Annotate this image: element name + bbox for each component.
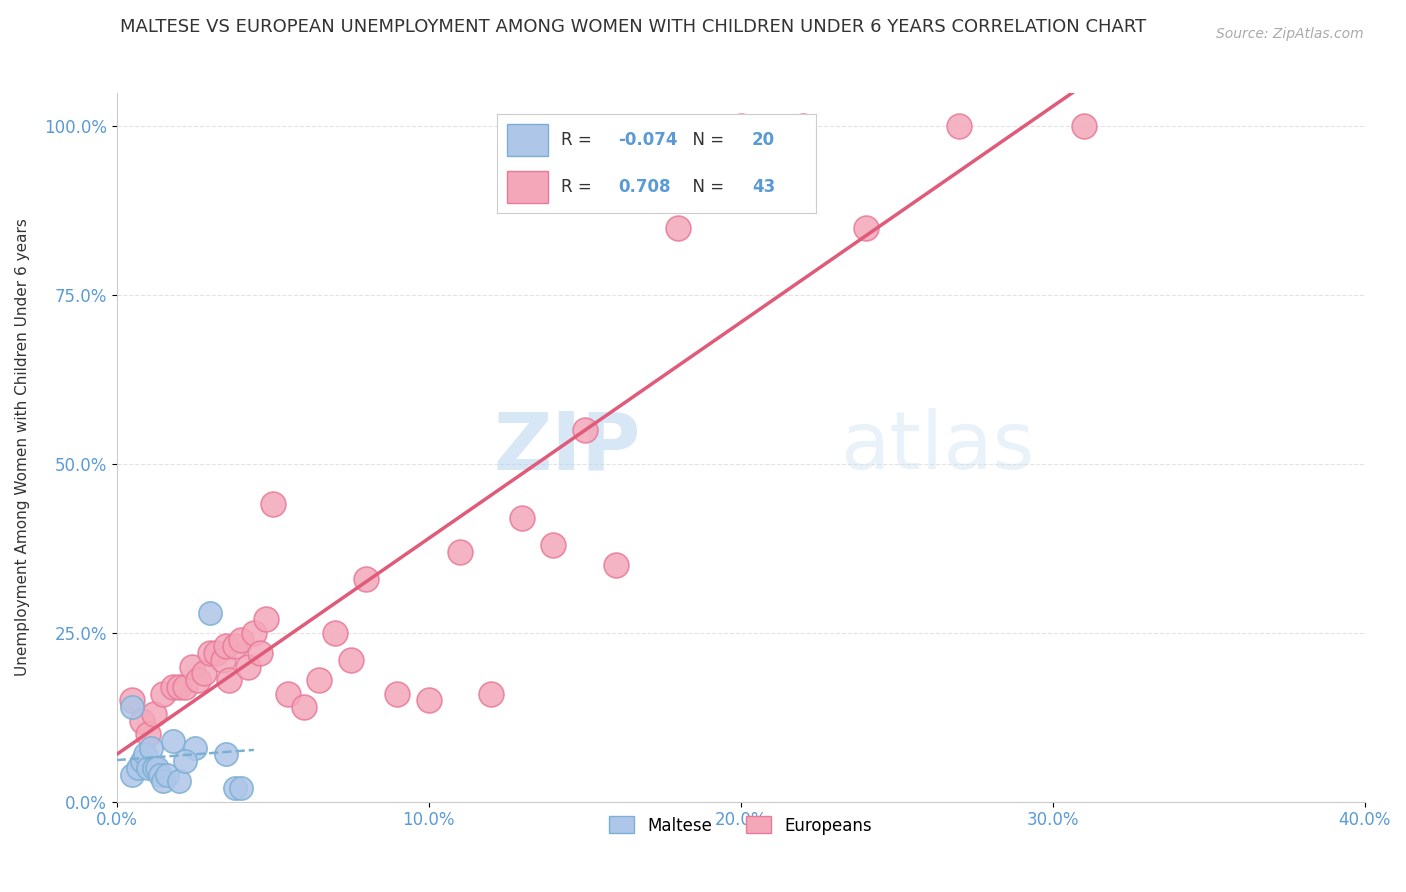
Point	[277, 687, 299, 701]
Point	[127, 761, 149, 775]
Point	[167, 680, 190, 694]
Point	[510, 511, 533, 525]
Point	[143, 706, 166, 721]
Point	[155, 767, 177, 781]
Point	[180, 659, 202, 673]
Point	[152, 687, 174, 701]
Point	[183, 740, 205, 755]
Point	[666, 220, 689, 235]
Point	[149, 767, 172, 781]
Point	[236, 659, 259, 673]
Point	[121, 700, 143, 714]
Point	[187, 673, 209, 687]
Point	[162, 680, 184, 694]
Point	[139, 740, 162, 755]
Point	[131, 714, 153, 728]
Point	[792, 120, 814, 134]
Point	[605, 558, 627, 573]
Point	[308, 673, 330, 687]
Point	[162, 733, 184, 747]
Text: ZIP: ZIP	[494, 408, 641, 486]
Point	[231, 780, 253, 795]
Point	[243, 625, 266, 640]
Legend: Maltese, Europeans: Maltese, Europeans	[602, 808, 880, 843]
Point	[136, 727, 159, 741]
Point	[174, 680, 197, 694]
Text: MALTESE VS EUROPEAN UNEMPLOYMENT AMONG WOMEN WITH CHILDREN UNDER 6 YEARS CORRELA: MALTESE VS EUROPEAN UNEMPLOYMENT AMONG W…	[120, 18, 1146, 36]
Point	[855, 220, 877, 235]
Point	[211, 653, 233, 667]
Point	[218, 673, 240, 687]
Point	[152, 774, 174, 789]
Point	[200, 646, 222, 660]
Point	[249, 646, 271, 660]
Point	[224, 640, 246, 654]
Point	[262, 498, 284, 512]
Point	[231, 632, 253, 647]
Point	[134, 747, 156, 762]
Point	[292, 700, 315, 714]
Text: atlas: atlas	[841, 408, 1035, 486]
Point	[215, 640, 238, 654]
Point	[948, 120, 970, 134]
Point	[136, 761, 159, 775]
Point	[730, 120, 752, 134]
Text: Source: ZipAtlas.com: Source: ZipAtlas.com	[1216, 27, 1364, 41]
Point	[205, 646, 228, 660]
Point	[449, 545, 471, 559]
Point	[215, 747, 238, 762]
Point	[418, 693, 440, 707]
Point	[323, 625, 346, 640]
Point	[121, 767, 143, 781]
Point	[543, 538, 565, 552]
Point	[354, 572, 377, 586]
Point	[167, 774, 190, 789]
Point	[387, 687, 409, 701]
Point	[574, 423, 596, 437]
Point	[143, 761, 166, 775]
Point	[146, 761, 169, 775]
Point	[174, 754, 197, 768]
Point	[1073, 120, 1095, 134]
Point	[200, 606, 222, 620]
Point	[339, 653, 361, 667]
Y-axis label: Unemployment Among Women with Children Under 6 years: Unemployment Among Women with Children U…	[15, 219, 30, 676]
Point	[479, 687, 502, 701]
Point	[193, 666, 215, 681]
Point	[121, 693, 143, 707]
Point	[131, 754, 153, 768]
Point	[224, 780, 246, 795]
Point	[254, 612, 277, 626]
